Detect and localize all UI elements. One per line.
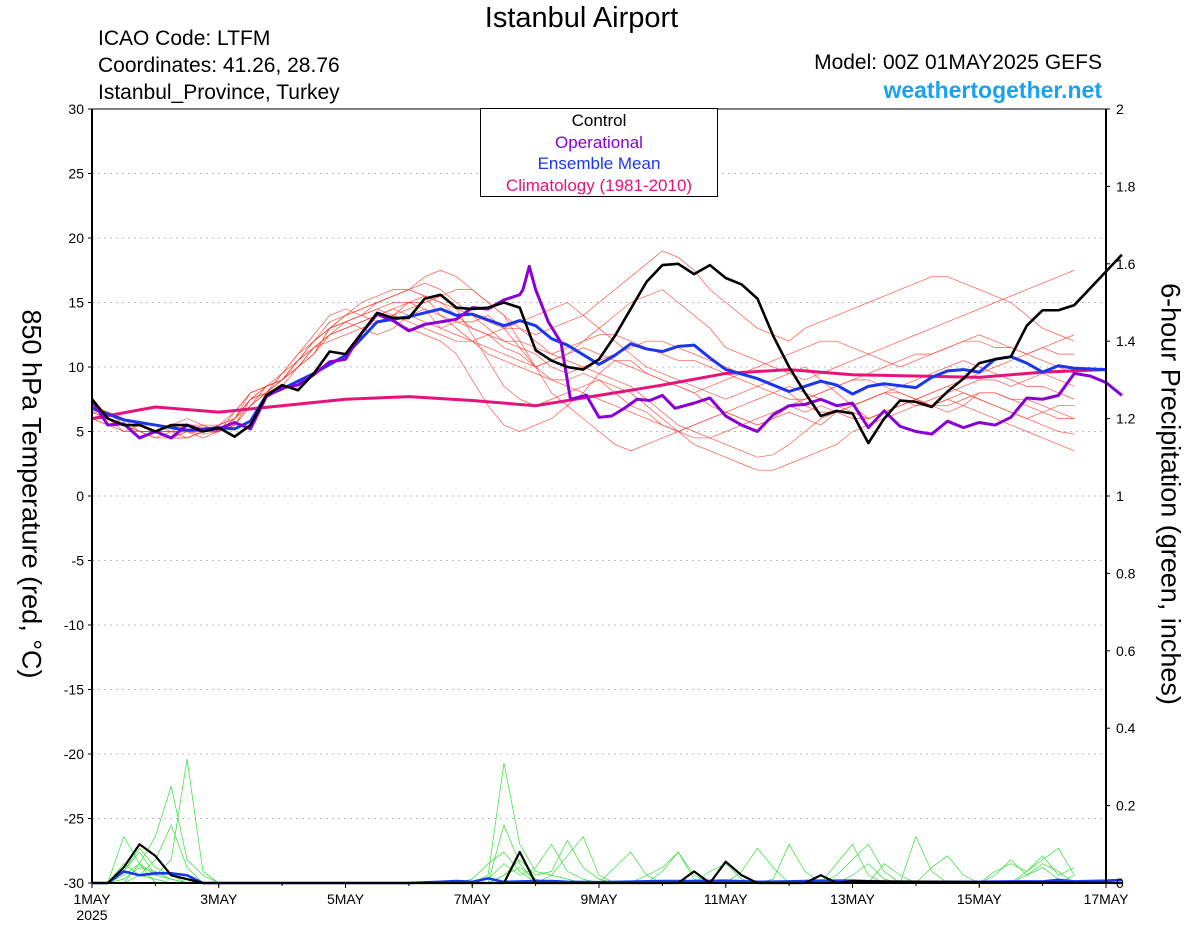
x-tick-label: 13MAY — [830, 891, 876, 907]
x-tick-label: 11MAY — [704, 891, 748, 907]
y-left-tick-label: 25 — [68, 166, 84, 182]
legend-control: Control — [571, 111, 627, 130]
legend-climatology: Climatology (1981-2010) — [505, 175, 693, 195]
legend-operational: Operational — [555, 132, 643, 152]
y-axis-left-label: 850 hPa Temperature (red, °C) — [16, 309, 47, 679]
chart-title: Istanbul Airport — [484, 2, 679, 34]
ensemble-member-precip-line — [92, 835, 1075, 884]
y-left-tick-label: 20 — [68, 230, 84, 246]
y-left-tick-label: 15 — [68, 295, 84, 311]
y-right-tick-label: 1.2 — [1116, 411, 1136, 427]
y-left-tick-label: -10 — [64, 617, 84, 633]
tick-labels: -30-25-20-15-10-505101520253000.20.40.60… — [64, 101, 1136, 923]
legend-ensemble-mean: Ensemble Mean — [537, 154, 661, 173]
y-right-tick-label: 1 — [1116, 488, 1124, 504]
ensemble-member-precip-line — [92, 784, 1075, 884]
ensemble-member-precip-line — [92, 823, 1075, 884]
x-year-label: 2025 — [76, 907, 107, 923]
legend: Control Operational Ensemble Mean Climat… — [480, 108, 718, 197]
axes — [88, 108, 1110, 888]
y-left-tick-label: 30 — [68, 101, 84, 117]
ensemble-member-temp-line — [92, 295, 1075, 439]
ensemble-member-precip-line — [92, 824, 1075, 884]
y-right-tick-label: 0.6 — [1116, 643, 1136, 659]
y-left-tick-label: -20 — [64, 746, 84, 762]
ensemble-members — [91, 250, 1075, 884]
y-right-tick-label: 0.8 — [1116, 565, 1136, 581]
x-tick-label: 17MAY — [1084, 891, 1130, 907]
y-left-tick-label: 10 — [68, 359, 84, 375]
operational-line — [90, 264, 1123, 440]
site-brand: weathertogether.net — [883, 77, 1102, 103]
x-tick-label: 9MAY — [580, 891, 618, 907]
ensemble-member-temp-line — [91, 308, 1075, 439]
x-tick-label: 3MAY — [200, 891, 238, 907]
y-right-tick-label: 2 — [1116, 101, 1124, 117]
control-line — [90, 253, 1123, 445]
y-left-tick-label: -30 — [64, 875, 84, 891]
model-run: Model: 00Z 01MAY2025 GEFS — [814, 51, 1102, 74]
y-left-tick-label: -25 — [64, 811, 84, 827]
y-right-tick-label: 0.4 — [1116, 720, 1136, 736]
y-left-tick-label: -15 — [64, 682, 84, 698]
ensemble-member-temp-line — [91, 302, 1075, 471]
y-right-tick-label: 1.6 — [1116, 256, 1136, 272]
icao-code: ICAO Code: LTFM — [98, 27, 271, 50]
y-right-tick-label: 1.4 — [1116, 333, 1136, 349]
main-series — [90, 253, 1123, 885]
y-left-tick-label: 0 — [76, 488, 84, 504]
gridlines — [92, 173, 1106, 819]
y-left-tick-label: -5 — [72, 553, 85, 569]
y-axis-right-label: 6-hour Precipitation (green, inches) — [1155, 283, 1186, 705]
y-right-tick-label: 1.8 — [1116, 178, 1136, 194]
ensemble-member-precip-line — [92, 843, 1075, 884]
ensemble-member-precip-line — [92, 762, 1075, 884]
y-right-tick-label: 0.2 — [1116, 798, 1136, 814]
x-tick-label: 1MAY — [73, 891, 111, 907]
location: Istanbul_Province, Turkey — [98, 81, 340, 104]
ensemble-member-precip-line — [92, 835, 1075, 884]
x-tick-label: 7MAY — [454, 891, 492, 907]
ensemble-member-temp-line — [91, 250, 1075, 432]
ensemble-member-temp-line — [91, 308, 1075, 435]
ensemble-member-precip-line — [92, 759, 1075, 884]
x-tick-label: 5MAY — [327, 891, 365, 907]
mean-line — [91, 307, 1107, 432]
ensemble-member-temp-line — [91, 315, 1075, 435]
x-tick-label: 15MAY — [957, 891, 1003, 907]
y-left-tick-label: 5 — [76, 424, 84, 440]
y-right-tick-label: 0 — [1116, 875, 1124, 891]
coordinates: Coordinates: 41.26, 28.76 — [98, 54, 340, 77]
